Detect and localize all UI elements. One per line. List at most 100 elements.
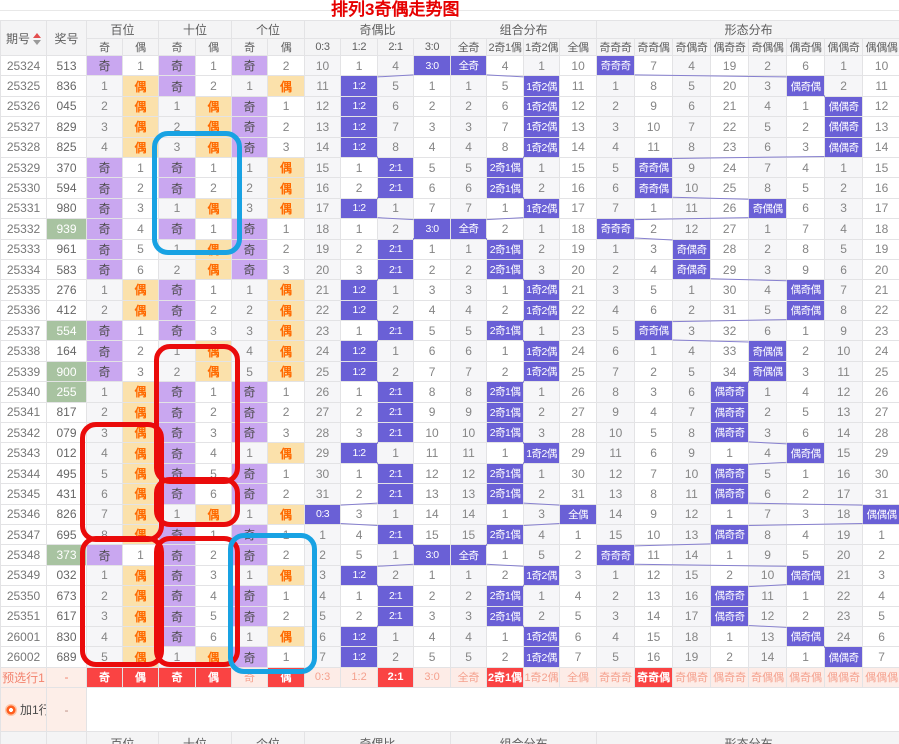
miss-cell[interactable]: 8 [486,136,525,158]
trend-hl-cell[interactable]: 2奇1偶 [486,258,525,281]
miss-cell[interactable]: 6 [862,625,899,648]
even-hl-cell[interactable]: 偶 [121,625,160,648]
odd-hl-cell[interactable]: 奇 [158,75,197,97]
miss-cell[interactable]: 2 [86,401,123,424]
prize-cell[interactable]: 594 [46,177,87,199]
miss-cell[interactable]: 12 [304,95,342,118]
miss-cell[interactable]: 5 [86,462,123,485]
data-row[interactable]: 25328 825 4 偶 3 偶奇 3 14 1:2 8 4 4 8 1奇2偶 14 4 11 8 23 6 3 偶偶奇… [0,136,899,158]
miss-cell[interactable]: 16 [824,462,864,485]
prize-cell[interactable]: 012 [46,442,87,464]
period-cell[interactable]: 25341 [0,401,47,424]
ratio-col-header[interactable]: 1:2 [340,38,379,56]
preselect-pattern-cell[interactable]: 偶偶偶 [862,666,899,689]
miss-cell[interactable]: 2 [413,258,452,281]
miss-cell[interactable]: 20 [559,258,598,281]
prize-cell[interactable]: 412 [46,299,87,322]
miss-cell[interactable]: 1 [267,218,306,240]
trend-hl-cell[interactable]: 2奇1偶 [486,177,525,199]
miss-cell[interactable]: 5 [786,544,826,566]
trend-hl-cell[interactable]: 0:3 [304,503,342,525]
miss-cell[interactable]: 12 [862,95,899,118]
miss-cell[interactable]: 5 [231,360,269,383]
miss-cell[interactable]: 20 [824,544,864,566]
miss-cell[interactable]: 6 [824,258,864,281]
miss-cell[interactable]: 1 [786,646,826,668]
miss-cell[interactable]: 3 [450,116,488,138]
trend-hl-cell[interactable]: 2奇1偶 [486,462,525,485]
miss-cell[interactable]: 3 [450,279,488,301]
miss-cell[interactable]: 23 [559,320,598,342]
even-hl-cell[interactable]: 偶 [121,605,160,627]
miss-cell[interactable]: 2 [121,340,160,362]
trend-hl-cell[interactable]: 3:0 [413,218,452,240]
miss-cell[interactable]: 1 [231,75,269,97]
miss-cell[interactable]: 19 [862,238,899,260]
miss-cell[interactable]: 2 [377,646,415,668]
miss-cell[interactable]: 13 [304,116,342,138]
period-cell[interactable]: 25327 [0,116,47,138]
prize-cell[interactable]: 495 [46,462,87,485]
trend-hl-cell[interactable]: 2:1 [377,401,415,424]
trend-hl-cell[interactable]: 偶偶奇 [824,646,864,668]
miss-cell[interactable]: 2 [340,177,379,199]
miss-cell[interactable]: 23 [304,320,342,342]
preselect-ratio-cell[interactable]: 2:1 [377,666,415,689]
miss-cell[interactable]: 15 [824,442,864,464]
miss-cell[interactable]: 1 [231,279,269,301]
prize-cell[interactable]: 980 [46,197,87,220]
odd-hl-cell[interactable]: 奇 [158,564,197,587]
miss-cell[interactable]: 8 [786,238,826,260]
miss-cell[interactable]: 18 [672,625,712,648]
odd-hl-cell[interactable]: 奇 [158,585,197,607]
miss-cell[interactable]: 13 [559,116,598,138]
add-row-button[interactable]: 加1行 [0,687,47,733]
miss-cell[interactable]: 1 [340,320,379,342]
odd-hl-cell[interactable]: 奇 [86,177,123,199]
miss-cell[interactable]: 3 [413,279,452,301]
miss-cell[interactable]: 2 [377,299,415,322]
miss-cell[interactable]: 1 [86,75,123,97]
miss-cell[interactable]: 2 [267,605,306,627]
miss-cell[interactable]: 21 [824,564,864,587]
miss-cell[interactable]: 3 [267,422,306,444]
miss-cell[interactable]: 23 [710,136,750,158]
odd-hl-cell[interactable]: 奇 [158,381,197,403]
trend-hl-cell[interactable]: 1奇2偶 [523,625,561,648]
trend-hl-cell[interactable]: 奇偶奇 [672,258,712,281]
trend-hl-cell[interactable]: 1奇2偶 [523,116,561,138]
miss-cell[interactable]: 5 [195,462,233,485]
miss-cell[interactable]: 3 [195,564,233,587]
miss-cell[interactable]: 1 [340,218,379,240]
miss-cell[interactable]: 4 [786,381,826,403]
miss-cell[interactable]: 9 [634,95,674,118]
miss-cell[interactable]: 6 [413,340,452,362]
miss-cell[interactable]: 6 [377,95,415,118]
miss-cell[interactable]: 5 [450,646,488,668]
miss-cell[interactable]: 5 [596,320,636,342]
odd-hl-cell[interactable]: 奇 [158,218,197,240]
prize-cell[interactable]: 276 [46,279,87,301]
pattern-col-header[interactable]: 奇奇偶 [634,38,674,56]
odd-hl-cell[interactable]: 奇 [231,422,269,444]
data-row[interactable]: 25341 817 2 偶奇 2 奇 2 27 2 2:1 9 9 2奇1偶 2 27 9 4 7 偶奇奇 2 5 13 2… [0,401,899,424]
trend-hl-cell[interactable]: 偶奇偶 [786,564,826,587]
data-row[interactable]: 25326 045 2 偶 1 偶奇 1 12 1:2 6 2 2 6 1奇2偶 12 2 9 6 21 4 1 偶偶奇 1… [0,95,899,118]
miss-cell[interactable]: 1 [450,75,488,97]
miss-cell[interactable]: 10 [672,177,712,199]
miss-cell[interactable]: 2 [486,299,525,322]
trend-hl-cell[interactable]: 偶奇奇 [710,462,750,485]
data-row[interactable]: 25342 079 3 偶奇 3 奇 3 28 3 2:1 10 10 2奇1偶 3 28 10 5 8 偶奇奇 3 6… [0,422,899,444]
prize-cell[interactable]: 583 [46,258,87,281]
period-cell[interactable]: 26001 [0,625,47,648]
miss-cell[interactable]: 6 [672,381,712,403]
odd-hl-cell[interactable]: 奇 [158,320,197,342]
miss-cell[interactable]: 1 [710,442,750,464]
miss-cell[interactable]: 5 [377,75,415,97]
miss-cell[interactable]: 2 [523,605,561,627]
trend-hl-cell[interactable]: 偶奇偶 [786,625,826,648]
data-row[interactable]: 25329 370 奇 1 奇 1 1 偶 15 1 2:1 5 5 2奇1偶 1 15 5 奇奇偶 9 24 7 4 1 1… [0,156,899,179]
miss-cell[interactable]: 19 [824,523,864,546]
period-cell[interactable]: 25324 [0,54,47,77]
